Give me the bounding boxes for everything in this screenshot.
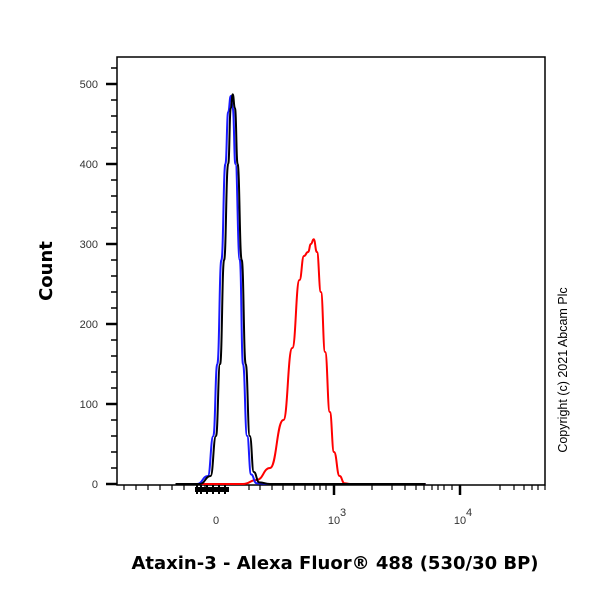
series-blue-control bbox=[175, 94, 426, 486]
copyright-notice: Copyright (c) 2021 Abcam Plc bbox=[556, 287, 570, 452]
x-axis-ticks bbox=[123, 485, 546, 495]
svg-text:3: 3 bbox=[340, 507, 346, 519]
svg-text:0: 0 bbox=[92, 479, 98, 491]
series-black-control bbox=[175, 93, 426, 486]
y-axis-ticks bbox=[106, 67, 117, 486]
histogram-series bbox=[175, 93, 426, 486]
svg-text:400: 400 bbox=[80, 159, 98, 171]
x-axis-title: Ataxin-3 - Alexa Fluor® 488 (530/30 BP) bbox=[131, 553, 538, 574]
svg-text:0: 0 bbox=[213, 515, 219, 527]
svg-text:4: 4 bbox=[466, 507, 472, 519]
y-axis-title: Count bbox=[36, 241, 57, 301]
svg-text:200: 200 bbox=[80, 319, 98, 331]
y-axis-tick-labels: 0 100 200 300 400 500 bbox=[80, 79, 98, 491]
svg-text:10: 10 bbox=[454, 515, 466, 527]
svg-text:100: 100 bbox=[80, 399, 98, 411]
svg-text:500: 500 bbox=[80, 79, 98, 91]
series-ataxin-3-stained bbox=[175, 238, 426, 486]
svg-text:10: 10 bbox=[328, 515, 340, 527]
svg-text:300: 300 bbox=[80, 239, 98, 251]
